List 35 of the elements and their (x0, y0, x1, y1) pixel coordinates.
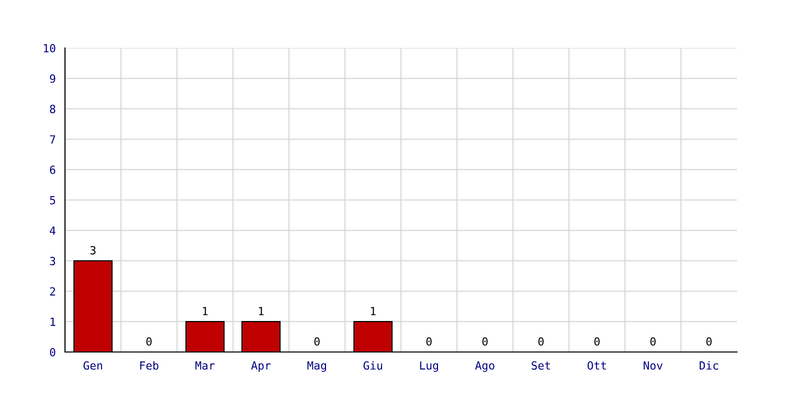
data-label: 0 (538, 337, 544, 346)
y-tick-label: 4 (50, 226, 56, 235)
x-tick-label: Set (532, 361, 550, 370)
data-label: 0 (706, 337, 712, 346)
y-tick-label: 7 (50, 135, 56, 144)
data-label: 0 (650, 337, 656, 346)
data-label: 0 (594, 337, 600, 346)
x-tick-label: Ago (475, 361, 494, 372)
y-tick-label: 2 (50, 287, 56, 296)
y-tick-label: 3 (50, 256, 56, 266)
y-tick-label: 1 (50, 318, 56, 326)
x-tick-label: Giu (364, 361, 382, 370)
y-tick-label: 5 (50, 196, 56, 204)
data-label: 3 (90, 246, 96, 254)
x-tick-label: Gen (84, 361, 102, 370)
data-label: 0 (482, 337, 488, 346)
x-tick-label: Feb (140, 361, 158, 370)
y-tick-label: 0 (50, 348, 56, 356)
data-label: 1 (258, 307, 264, 316)
y-tick-label: 8 (50, 104, 56, 114)
x-tick-label: Nov (644, 361, 662, 370)
x-tick-label: Lug (420, 361, 438, 372)
data-label: 1 (202, 307, 208, 316)
x-tick-label: Ott (588, 361, 606, 370)
x-tick-label: Mar (195, 361, 215, 370)
data-label: 0 (146, 337, 152, 346)
data-label: 1 (370, 307, 376, 316)
data-label: 0 (426, 337, 432, 346)
x-tick-label: Mag (307, 361, 326, 372)
x-tick-label: Dic (700, 361, 718, 370)
data-label: 0 (314, 337, 320, 346)
y-tick-label: 10 (44, 44, 56, 52)
x-tick-label: Apr (251, 361, 271, 372)
y-tick-label: 9 (50, 74, 56, 83)
y-tick-label: 6 (50, 166, 56, 174)
